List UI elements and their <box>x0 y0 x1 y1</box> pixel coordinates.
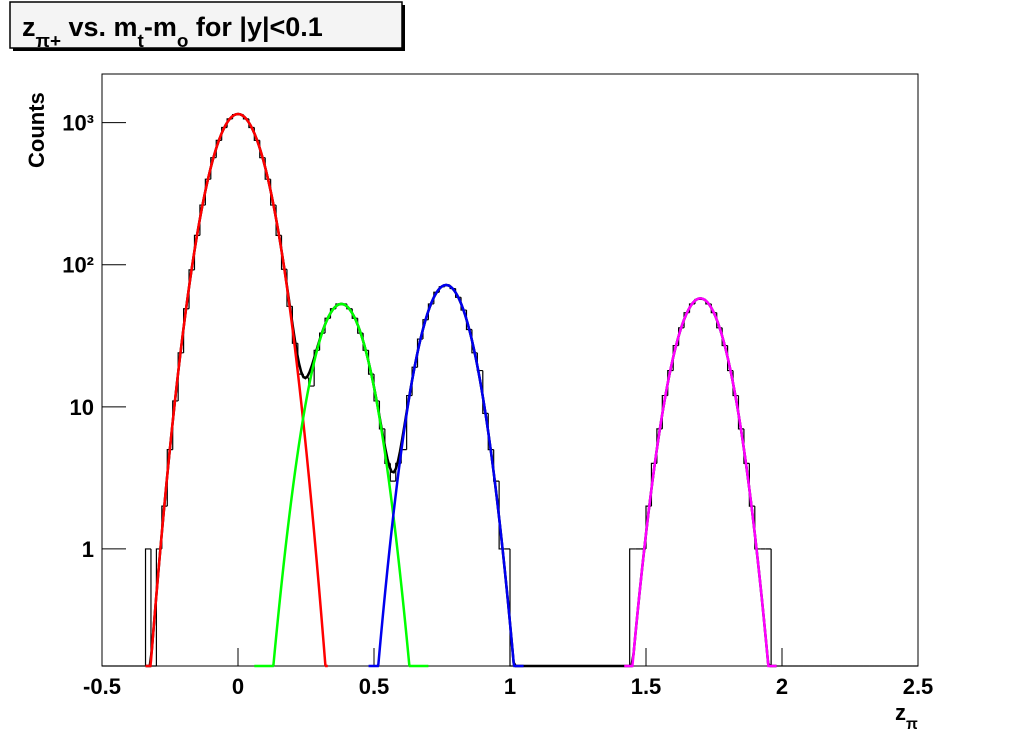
histogram-bin <box>754 506 761 550</box>
histogram-bin <box>743 428 750 464</box>
text-run: for |y|<0.1 <box>188 12 322 42</box>
y-tick-label: 10² <box>62 253 94 278</box>
y-tick-label: 10 <box>70 395 94 420</box>
histogram-bin <box>177 352 184 401</box>
subscript: o <box>177 31 189 52</box>
fit-curve <box>368 283 524 668</box>
fit-curve <box>624 297 777 668</box>
histogram-bin <box>629 548 636 666</box>
x-tick-label: 1 <box>504 674 516 699</box>
subscript: π+ <box>36 31 62 52</box>
histogram-bin <box>748 463 755 507</box>
x-tick-label: -0.5 <box>83 674 121 699</box>
text-run: z <box>22 12 36 42</box>
x-tick-label: 2 <box>776 674 788 699</box>
x-tick-label: 0 <box>232 674 244 699</box>
y-tick-label: 1 <box>82 537 94 562</box>
text-run: z <box>895 700 906 725</box>
x-tick-label: 0.5 <box>359 674 390 699</box>
histogram-bin <box>144 548 151 666</box>
text-run: vs. m <box>61 12 138 42</box>
y-axis-label: Counts <box>24 92 49 168</box>
subscript: t <box>138 31 145 52</box>
y-tick-label: 10³ <box>62 111 94 136</box>
fit-curve <box>254 302 429 668</box>
x-axis-label: zπ <box>895 700 918 733</box>
fit-curve <box>145 112 328 668</box>
title-box <box>9 1 403 49</box>
x-tick-label: 1.5 <box>631 674 662 699</box>
subscript: π <box>906 716 918 733</box>
chart-title: zπ+ vs. mt-mo for |y|<0.1 <box>22 12 323 52</box>
text-run: -m <box>144 12 177 42</box>
x-tick-label: 2.5 <box>903 674 934 699</box>
